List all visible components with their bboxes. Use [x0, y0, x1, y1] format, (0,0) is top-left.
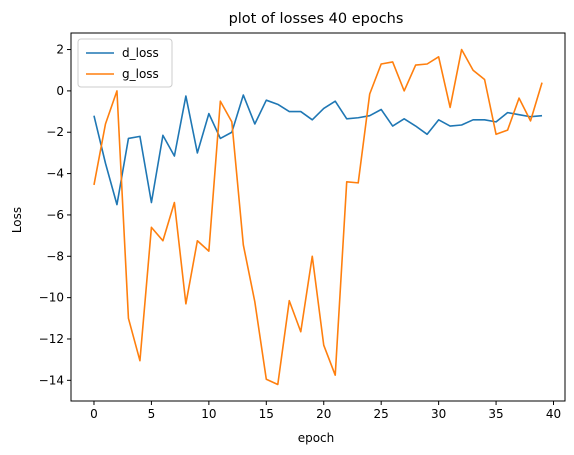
y-tick-label: −8 [46, 249, 64, 263]
plot-area: 0 5 10 15 20 25 30 35 40 −14 −12 −10 −8 −6 −4 −2 0 2 d_l… [39, 32, 566, 421]
y-axis-label: Loss [10, 207, 24, 233]
x-tick-label: 40 [546, 407, 561, 421]
x-tick-label: 25 [374, 407, 389, 421]
x-tick-label: 5 [148, 407, 156, 421]
legend-label: g_loss [122, 67, 159, 81]
x-tick-label: 0 [90, 407, 98, 421]
legend: d_loss g_loss [77, 38, 173, 88]
x-tick-label: 20 [316, 407, 331, 421]
y-tick-label: −4 [46, 167, 64, 181]
series-line-d-loss [93, 94, 543, 206]
x-axis-ticks: 0 5 10 15 20 25 30 35 40 [90, 401, 561, 421]
x-tick-label: 10 [201, 407, 216, 421]
y-tick-label: 0 [56, 84, 64, 98]
y-axis-ticks: −14 −12 −10 −8 −6 −4 −2 0 2 [39, 43, 71, 387]
x-axis-label: epoch [298, 431, 335, 445]
x-tick-label: 35 [488, 407, 503, 421]
x-tick-label: 30 [431, 407, 446, 421]
y-tick-label: −12 [39, 332, 64, 346]
y-tick-label: −2 [46, 125, 64, 139]
legend-box [77, 38, 173, 88]
y-tick-label: 2 [56, 43, 64, 57]
y-tick-label: −14 [39, 373, 64, 387]
x-tick-label: 15 [259, 407, 274, 421]
y-tick-label: −10 [39, 291, 64, 305]
chart-title: plot of losses 40 epochs [229, 11, 404, 27]
series-layer [93, 48, 543, 386]
legend-label: d_loss [122, 46, 159, 60]
plot-frame [70, 32, 566, 402]
y-tick-label: −6 [46, 208, 64, 222]
series-line-g-loss [93, 48, 543, 386]
